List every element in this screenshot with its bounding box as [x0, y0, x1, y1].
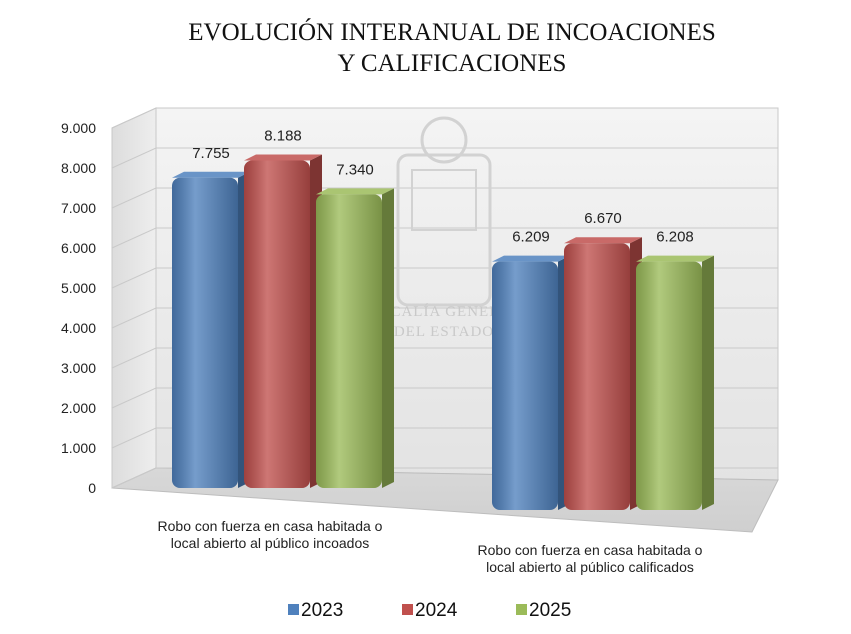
legend: 2023 2024 2025: [288, 600, 571, 621]
legend-label: 2023: [301, 600, 343, 621]
data-label: 8.188: [264, 127, 302, 144]
bar-top: [316, 188, 394, 195]
bar-top: [564, 237, 642, 244]
gridline: [111, 227, 778, 249]
bar-group: [172, 154, 714, 510]
bar-top: [492, 255, 570, 262]
y-tick-label: 2.000: [61, 400, 96, 416]
legend-swatch: [288, 604, 299, 615]
data-label: 6.209: [512, 229, 550, 246]
legend-swatch: [402, 604, 413, 615]
bar-shine: [636, 261, 702, 510]
y-tick-label: 8.000: [61, 160, 96, 176]
bar-top: [244, 154, 322, 161]
bar-shine: [492, 261, 558, 510]
crest-quarter: [411, 169, 477, 231]
watermark-crest: FISCALÍA GENERAL DEL ESTADO: [366, 116, 522, 340]
legend-item-2025: 2025: [516, 600, 571, 621]
bar-shine: [244, 160, 310, 489]
category-label: Robo con fuerza en casa habitada o: [478, 542, 703, 558]
crest-crown: [420, 116, 468, 164]
y-tick-label: 5.000: [61, 280, 96, 296]
bar-2025-cat1: [316, 188, 394, 488]
gridline: [111, 187, 778, 209]
bar-2024-cat1: [244, 154, 322, 489]
category-label: local abierto al público incoados: [171, 535, 369, 551]
data-label: 6.670: [584, 210, 622, 227]
y-tick-label: 0: [88, 480, 96, 496]
y-tick-label: 7.000: [61, 200, 96, 216]
watermark-text: FISCALÍA GENERAL: [366, 303, 522, 320]
y-axis: 0 1.000 2.000 3.000 4.000 5.000 6.000 7.000 8.00…: [61, 120, 96, 496]
legend-label: 2025: [529, 600, 571, 621]
gridline: [111, 107, 778, 129]
bar-top: [172, 171, 250, 178]
y-tick-label: 6.000: [61, 240, 96, 256]
legend-label: 2024: [415, 600, 458, 621]
data-label: 7.340: [336, 161, 374, 178]
category-label: local abierto al público calificados: [486, 559, 694, 575]
chart-title-line-2: Y CALIFICACIONES: [338, 50, 567, 77]
category-label: Robo con fuerza en casa habitada o: [158, 518, 383, 534]
bar-2023-cat1: [172, 171, 250, 489]
x-axis: Robo con fuerza en casa habitada olocal …: [158, 518, 703, 575]
bar-shine: [316, 194, 382, 488]
watermark-text: DEL ESTADO: [394, 324, 494, 340]
bar-shine: [172, 177, 238, 489]
bar-2025-cat2: [636, 255, 714, 510]
bar-side: [382, 188, 394, 488]
chart-title-line-1: EVOLUCIÓN INTERANUAL DE INCOACIONES: [188, 18, 716, 46]
bar-2024-cat2: [564, 237, 642, 510]
legend-item-2023: 2023: [288, 600, 343, 621]
y-tick-label: 1.000: [61, 440, 96, 456]
gridline: [111, 147, 778, 169]
bar-shine: [564, 243, 630, 510]
legend-swatch: [516, 604, 527, 615]
data-label: 7.755: [192, 145, 230, 162]
y-tick-label: 4.000: [61, 320, 96, 336]
bar-top: [636, 255, 714, 262]
bar-side: [702, 255, 714, 510]
bar-2023-cat2: [492, 255, 570, 510]
legend-item-2024: 2024: [402, 600, 458, 621]
crest-shield: [396, 153, 492, 307]
data-label: 6.208: [656, 229, 694, 246]
y-tick-label: 3.000: [61, 360, 96, 376]
y-tick-label: 9.000: [61, 120, 96, 136]
data-labels: 7.755 8.188 7.340 6.209 6.670 6.208: [192, 127, 694, 245]
